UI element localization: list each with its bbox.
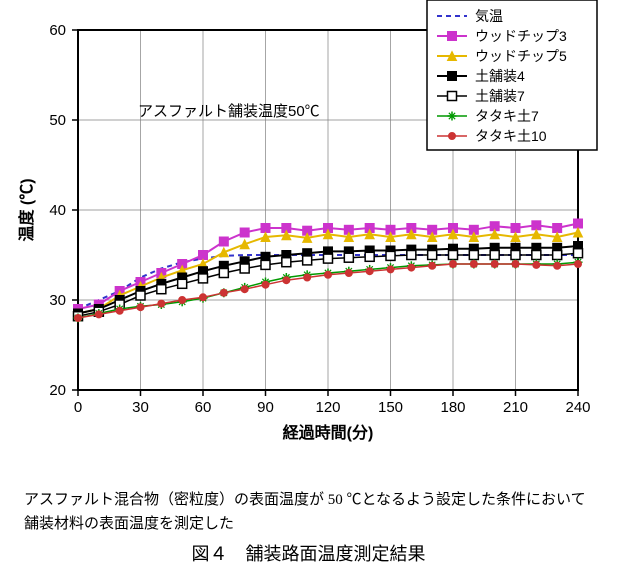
svg-text:210: 210	[503, 399, 528, 416]
svg-text:20: 20	[49, 382, 66, 399]
svg-text:50: 50	[49, 112, 66, 129]
svg-text:タタキ土10: タタキ土10	[475, 128, 547, 144]
svg-text:180: 180	[440, 399, 465, 416]
svg-text:タタキ土7: タタキ土7	[475, 108, 539, 124]
line-chart: 0 30 60 90 120 150 180 210 240 20 30 40 50 60 経過時間(分) 温…	[0, 0, 617, 480]
svg-text:土舗装4: 土舗装4	[475, 68, 525, 84]
chart-container: 0 30 60 90 120 150 180 210 240 20 30 40 50 60 経過時間(分) 温…	[0, 0, 617, 480]
svg-text:30: 30	[132, 399, 149, 416]
svg-text:経過時間(分): 経過時間(分)	[283, 423, 374, 442]
figure-label: 図４ 舗装路面温度測定結果	[0, 540, 617, 574]
svg-text:土舗装7: 土舗装7	[475, 88, 525, 104]
svg-text:150: 150	[378, 399, 403, 416]
svg-text:30: 30	[49, 292, 66, 309]
svg-text:温度 (℃): 温度 (℃)	[17, 178, 36, 242]
svg-text:90: 90	[257, 399, 274, 416]
svg-text:60: 60	[195, 399, 212, 416]
chart-caption: アスファルト混合物（密粒度）の表面温度が 50 ℃となるよう設定した条件において…	[0, 480, 617, 540]
svg-text:120: 120	[315, 399, 340, 416]
svg-text:40: 40	[49, 202, 66, 219]
svg-text:ウッドチップ3: ウッドチップ3	[475, 28, 567, 44]
svg-text:アスファルト舗装温度50℃: アスファルト舗装温度50℃	[138, 103, 320, 120]
svg-text:0: 0	[74, 399, 82, 416]
svg-text:気温: 気温	[475, 8, 503, 24]
svg-text:ウッドチップ5: ウッドチップ5	[475, 48, 567, 64]
svg-text:60: 60	[49, 22, 66, 39]
svg-text:240: 240	[565, 399, 590, 416]
